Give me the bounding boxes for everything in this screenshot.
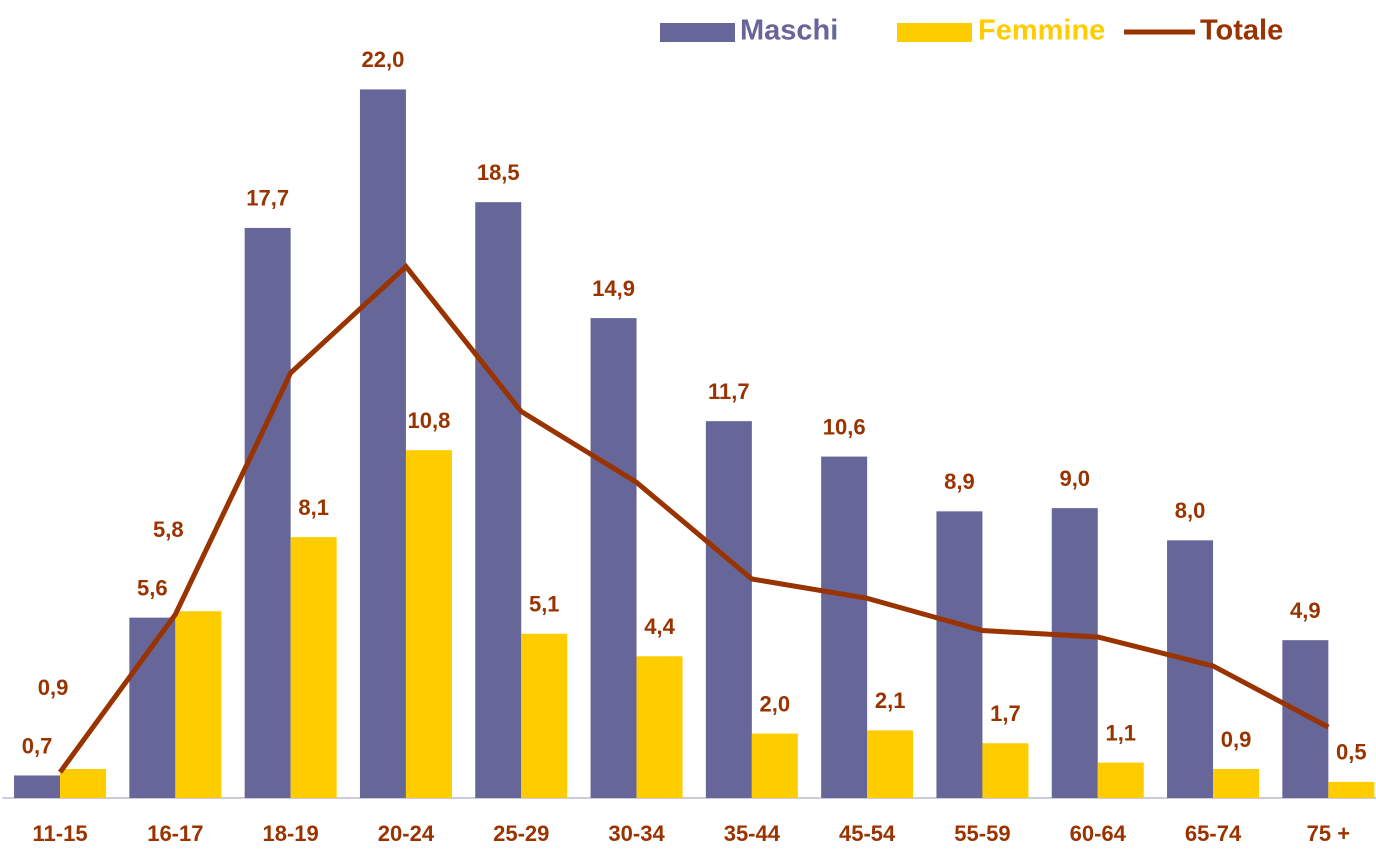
bar <box>1328 781 1375 798</box>
x-tick-label: 11-15 <box>33 821 88 846</box>
bar <box>405 450 452 798</box>
data-label: 4,9 <box>1290 598 1321 623</box>
x-tick-label: 55-59 <box>954 821 1010 846</box>
legend-label: Maschi <box>740 15 838 47</box>
x-tick-label: 25-29 <box>493 821 549 846</box>
legend-swatch <box>897 23 972 42</box>
x-tick-label: 65-74 <box>1185 821 1242 846</box>
data-label: 0,7 <box>22 733 53 758</box>
data-label: 8,1 <box>298 495 329 520</box>
x-tick-label: 35-44 <box>724 821 781 846</box>
x-tick-label: 18-19 <box>263 821 319 846</box>
data-label: 10,8 <box>408 408 451 433</box>
bar <box>636 656 683 798</box>
bar <box>14 775 61 798</box>
bar <box>821 456 868 798</box>
data-label: 0,5 <box>1336 740 1367 765</box>
bar <box>982 743 1029 798</box>
data-label: 8,9 <box>944 469 975 494</box>
bar <box>590 318 637 798</box>
bar <box>244 227 291 799</box>
bar <box>175 611 222 798</box>
x-tick-label: 30-34 <box>608 821 665 846</box>
data-label: 9,0 <box>1059 466 1090 491</box>
x-tick-label: 75 + <box>1307 821 1350 846</box>
data-label: 5,1 <box>529 592 560 617</box>
line <box>58 262 1330 774</box>
bar <box>751 733 798 798</box>
data-label: 0,9 <box>1221 727 1252 752</box>
data-label: 17,7 <box>246 186 289 211</box>
bar <box>1213 769 1260 798</box>
data-label: 11,7 <box>708 379 750 404</box>
bar <box>290 537 337 798</box>
legend-label: Totale <box>1200 15 1283 47</box>
data-label: 8,0 <box>1175 498 1206 523</box>
bar <box>1097 762 1144 798</box>
data-label: 1,7 <box>990 701 1021 726</box>
bar <box>359 89 406 798</box>
x-tick-label: 60-64 <box>1070 821 1127 846</box>
x-tick-label: 45-54 <box>839 821 896 846</box>
bar <box>475 202 522 799</box>
bar <box>521 633 568 798</box>
bar <box>1051 508 1098 798</box>
bar <box>60 769 107 798</box>
data-label: 10,6 <box>823 414 866 439</box>
data-label: 2,1 <box>875 688 906 713</box>
data-label: 4,4 <box>644 614 675 639</box>
data-label: 2,0 <box>760 691 791 716</box>
legend-swatch <box>660 23 735 42</box>
data-label: 0,9 <box>38 675 69 700</box>
data-label: 5,6 <box>137 575 168 600</box>
x-tick-label: 16-17 <box>147 821 203 846</box>
data-label: 1,1 <box>1105 720 1136 745</box>
data-label: 18,5 <box>477 160 520 185</box>
data-label: 14,9 <box>592 276 635 301</box>
data-label: 22,0 <box>362 47 405 72</box>
bar <box>867 730 914 798</box>
bar <box>1282 640 1329 798</box>
x-tick-label: 20-24 <box>378 821 435 846</box>
data-label: 5,8 <box>153 517 184 542</box>
bar <box>1167 540 1214 798</box>
bar <box>936 511 983 798</box>
legend-label: Femmine <box>978 15 1105 47</box>
bar <box>705 421 752 798</box>
